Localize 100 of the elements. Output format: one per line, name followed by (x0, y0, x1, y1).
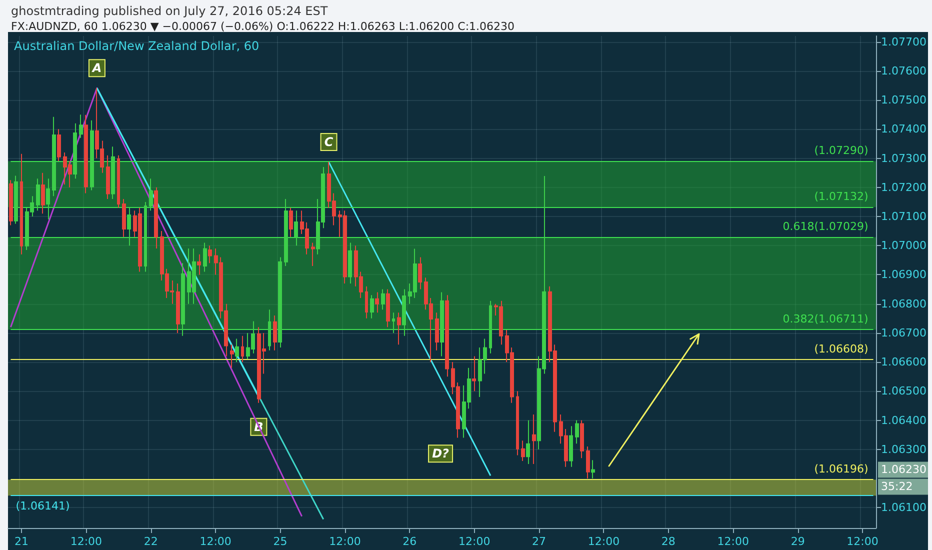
y-tick-label: 1.06800 (881, 297, 926, 310)
x-tick-label: 12:00 (588, 535, 620, 548)
candlestick (591, 460, 595, 480)
candlestick (122, 198, 126, 238)
candlestick (106, 154, 110, 200)
ref-line-label: (1.06608) (814, 342, 868, 356)
annotation: Australian Dollar/New Zealand Dollar, 60 (14, 39, 260, 53)
candlestick (386, 288, 390, 328)
candlestick (57, 128, 61, 162)
candlestick (144, 201, 147, 272)
y-tick-label: 1.07500 (881, 94, 926, 107)
candlestick (127, 207, 131, 246)
y-tick-label: 1.07600 (881, 64, 926, 78)
candlestick (418, 256, 422, 290)
candlestick (79, 114, 83, 138)
y-tick-label: 1.06700 (881, 326, 926, 340)
ref-line-label: (1.06196) (814, 462, 868, 476)
annotation: A (91, 61, 102, 76)
candlestick (41, 172, 45, 214)
candlestick (289, 207, 293, 238)
candlestick (154, 186, 158, 250)
x-tick-label: 27 (532, 535, 546, 548)
y-tick-label: 1.07200 (881, 180, 926, 194)
candlestick (575, 420, 579, 444)
ref-line-label: (1.07132) (814, 190, 868, 204)
candlestick (197, 254, 201, 276)
x-tick-label: 12:00 (717, 535, 749, 548)
candlestick (402, 288, 406, 336)
candlestick (489, 300, 492, 354)
y-tick-label: 1.06300 (881, 442, 926, 456)
candlestick (230, 344, 234, 368)
candlestick (73, 122, 77, 180)
y-tick-label: 1.06500 (881, 384, 926, 398)
candlestick (311, 242, 315, 266)
candlestick (208, 245, 212, 264)
candlestick (203, 242, 207, 272)
annotation: D? (432, 446, 450, 461)
candlestick (435, 312, 439, 351)
candlestick (268, 309, 271, 351)
candlestick (348, 242, 352, 284)
candlestick (111, 146, 115, 200)
candlestick (397, 312, 401, 346)
candlestick (521, 440, 525, 462)
candlestick (241, 335, 244, 363)
y-tick-label: 1.06100 (881, 501, 926, 514)
y-tick-label: 1.06600 (881, 356, 926, 369)
candlestick (284, 198, 288, 266)
y-tick-label: 1.07300 (881, 152, 926, 165)
y-tick-label: 1.07000 (881, 239, 926, 252)
x-tick-label: 12:00 (70, 535, 102, 548)
candlestick (526, 420, 530, 464)
candlestick (381, 288, 385, 310)
candlestick (472, 356, 476, 392)
x-tick-label: 26 (402, 535, 417, 548)
chart-title: ghostmtrading published on July 27, 2016 05:24 EST (11, 4, 328, 18)
candlestick (176, 282, 180, 334)
candlestick (516, 390, 519, 456)
x-tick-label: 28 (661, 535, 676, 548)
candlestick (117, 154, 120, 208)
y-tick-label: 1.07100 (881, 210, 926, 223)
candlestick (375, 292, 379, 314)
candlestick (52, 116, 56, 197)
ref-line-label: 0.382(1.06711) (782, 312, 868, 326)
x-tick-label: 12:00 (200, 535, 232, 548)
candlestick (36, 178, 40, 212)
x-tick-label: 22 (144, 535, 158, 548)
y-tick-label: 1.06400 (881, 414, 926, 427)
candlestick (46, 178, 50, 220)
candlestick (569, 426, 573, 468)
x-tick-label: 25 (273, 535, 288, 548)
candlestick (580, 420, 584, 459)
candlestick (586, 446, 590, 480)
candlestick (84, 114, 88, 194)
ref-line-label: (1.07290) (814, 144, 868, 158)
x-tick-label: 12:00 (846, 535, 878, 548)
candlestick (370, 294, 374, 319)
candlestick (294, 210, 298, 246)
x-tick-label: 29 (790, 535, 805, 548)
candlestick (181, 262, 185, 336)
ref-line-label: (1.06141) (16, 500, 70, 513)
candlestick (90, 120, 94, 191)
candlestick (278, 256, 282, 348)
chart-subtitle: FX:AUDNZD, 60 1.06230 ▼ −0.00067 (−0.06%) O:1.06222 H:1.06263 L:1.06200 C:1.06230 (11, 20, 515, 33)
candlestick (392, 312, 395, 334)
candlestick (149, 178, 153, 212)
candlestick (235, 338, 239, 363)
candlestick (9, 180, 13, 226)
x-tick-label: 12:00 (329, 535, 361, 548)
candlestick (532, 414, 536, 464)
y-tick-label: 1.07400 (881, 122, 926, 136)
candlestick (273, 314, 277, 351)
annotation: C (324, 135, 334, 150)
candlestick (20, 153, 23, 255)
candlestick (440, 292, 444, 357)
y-tick-label: 1.07700 (881, 35, 926, 48)
y-tick-label: 1.06900 (881, 268, 926, 282)
candlestick (365, 286, 368, 319)
x-tick-label: 12:00 (458, 535, 490, 548)
candlestick (14, 175, 18, 224)
candlestick (445, 294, 449, 378)
